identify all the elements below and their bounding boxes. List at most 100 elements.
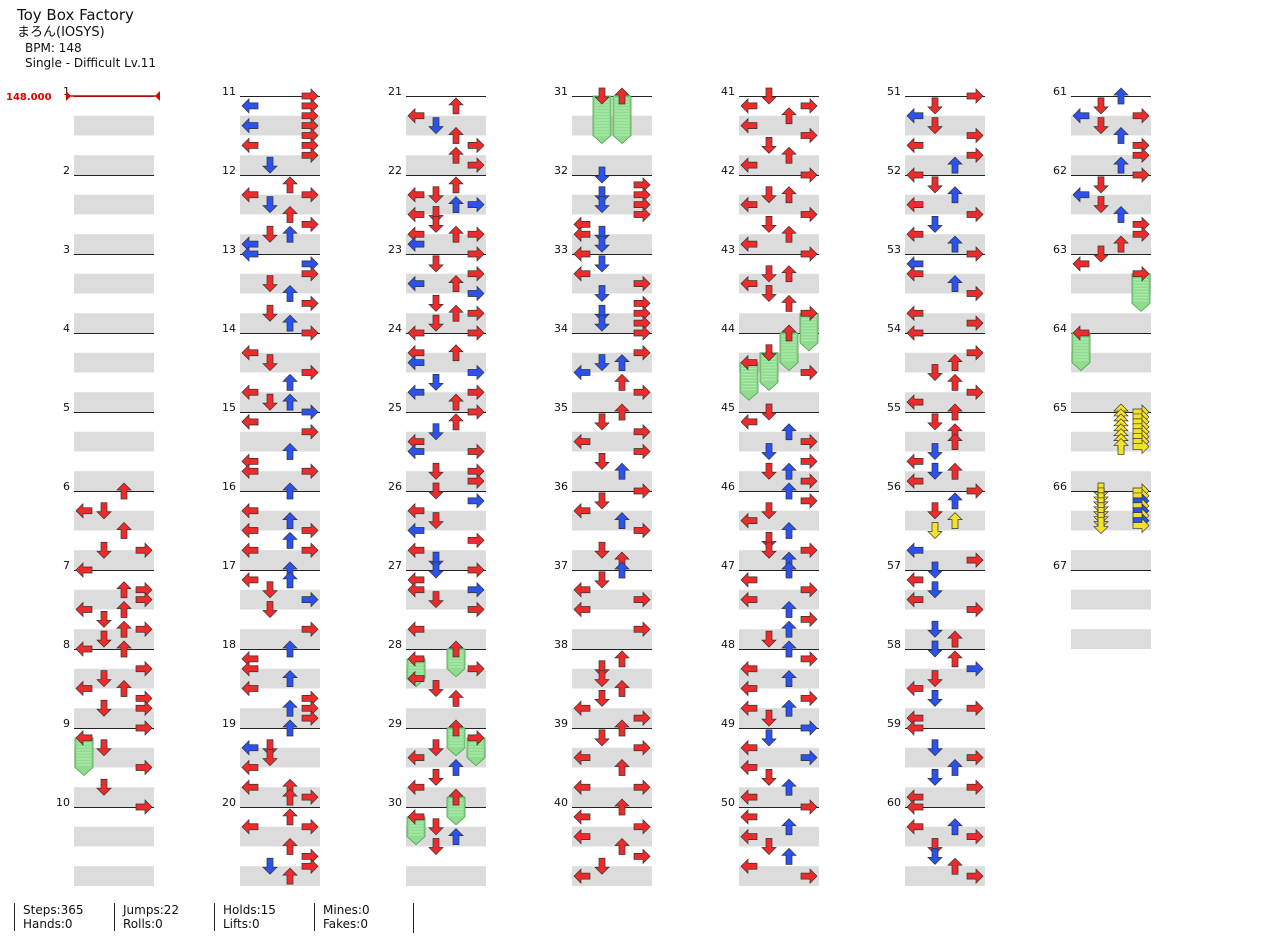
left-arrow-icon	[906, 394, 924, 410]
down-arrow-icon	[428, 295, 444, 312]
measure-number: 40	[554, 796, 568, 809]
left-arrow-icon	[573, 226, 591, 243]
down-arrow-icon	[594, 492, 610, 510]
up-arrow-icon	[781, 146, 797, 164]
up-arrow-icon	[448, 689, 464, 707]
beat-stripe	[572, 392, 652, 412]
measure-number: 54	[887, 322, 901, 335]
measure-number: 60	[887, 796, 901, 809]
beat-stripe	[572, 747, 652, 768]
up-arrow-icon	[282, 393, 298, 411]
left-arrow-icon	[740, 591, 758, 608]
right-arrow-icon	[467, 493, 485, 509]
stats-holds-lifts: Holds:15 Lifts:0	[214, 903, 303, 931]
right-arrow-icon	[633, 779, 651, 796]
down-arrow-icon	[761, 403, 777, 421]
right-arrow-icon	[800, 651, 818, 667]
right-arrow-icon	[301, 265, 319, 282]
left-arrow-icon	[407, 325, 425, 341]
up-arrow-icon	[947, 433, 963, 450]
down-arrow-icon	[96, 778, 112, 796]
right-arrow-icon	[1132, 137, 1150, 154]
right-arrow-icon	[800, 690, 818, 707]
right-arrow-icon	[800, 868, 818, 884]
measure-number: 65	[1053, 401, 1067, 414]
beat-stripe	[1071, 194, 1151, 215]
down-arrow-icon	[594, 690, 610, 707]
up-arrow-icon	[448, 275, 464, 292]
right-arrow-icon	[301, 591, 319, 608]
beat-stripe	[74, 431, 154, 452]
up-arrow-icon	[781, 423, 797, 441]
up-arrow-icon	[781, 225, 797, 243]
down-arrow-icon	[761, 502, 777, 520]
right-arrow-icon	[800, 364, 818, 381]
beat-stripe	[905, 787, 985, 807]
up-arrow-icon	[448, 788, 464, 806]
down-arrow-icon	[927, 216, 943, 233]
down-arrow-icon	[262, 225, 278, 243]
left-arrow-icon	[740, 275, 758, 292]
right-arrow-icon	[633, 818, 651, 835]
right-arrow-icon	[301, 364, 319, 381]
beat-stripe	[240, 313, 320, 333]
down-arrow-icon	[594, 285, 610, 302]
down-arrow-icon	[1093, 517, 1109, 535]
down-arrow-icon	[594, 729, 610, 747]
up-arrow-icon	[781, 561, 797, 579]
down-arrow-icon	[96, 541, 112, 559]
beat-stripe	[1071, 629, 1151, 649]
left-arrow-icon	[407, 670, 425, 687]
up-arrow-icon	[781, 265, 797, 283]
left-arrow-icon	[1072, 186, 1090, 203]
right-arrow-icon	[633, 443, 651, 460]
down-arrow-icon	[761, 344, 777, 362]
beat-stripe	[739, 629, 819, 649]
down-arrow-icon	[594, 196, 610, 214]
down-arrow-icon	[96, 630, 112, 648]
right-arrow-icon	[966, 779, 984, 796]
beat-stripe	[74, 352, 154, 373]
right-arrow-icon	[633, 423, 651, 440]
right-arrow-icon	[800, 581, 818, 598]
stat-jumps: Jumps:22	[123, 903, 180, 917]
beat-stripe	[905, 629, 985, 649]
right-arrow-icon	[301, 848, 319, 865]
right-arrow-icon	[467, 404, 485, 420]
down-arrow-icon	[594, 87, 610, 105]
left-arrow-icon	[1072, 325, 1090, 341]
beat-stripe	[74, 313, 154, 333]
beat-stripe	[739, 273, 819, 294]
beat-stripe	[1071, 510, 1151, 531]
left-arrow-icon	[241, 522, 259, 539]
beat-stripe	[739, 115, 819, 136]
beat-stripe	[739, 352, 819, 373]
beat-stripe	[406, 708, 486, 728]
measure-number: 52	[887, 164, 901, 177]
right-arrow-icon	[633, 522, 651, 539]
beat-stripe	[905, 392, 985, 412]
right-arrow-icon	[467, 364, 485, 381]
down-arrow-icon	[262, 857, 278, 875]
stat-hands: Hands:0	[23, 917, 73, 931]
down-arrow-icon	[927, 462, 943, 480]
left-arrow-icon	[573, 364, 591, 381]
right-arrow-icon	[301, 98, 319, 114]
left-arrow-icon	[407, 107, 425, 124]
down-arrow-icon	[1093, 176, 1109, 194]
up-arrow-icon	[781, 670, 797, 687]
beat-stripe	[739, 589, 819, 610]
left-arrow-icon	[407, 443, 425, 460]
down-arrow-icon	[428, 838, 444, 855]
right-arrow-icon	[1132, 107, 1150, 124]
up-arrow-icon	[781, 522, 797, 539]
beat-stripe	[74, 234, 154, 254]
beat-stripe	[905, 313, 985, 333]
left-arrow-icon	[906, 196, 924, 213]
down-arrow-icon	[594, 314, 610, 332]
right-arrow-icon	[800, 206, 818, 223]
song-artist: まろん(IOSYS)	[17, 25, 105, 40]
left-arrow-icon	[740, 809, 758, 825]
left-arrow-icon	[906, 265, 924, 282]
right-arrow-icon	[633, 325, 651, 341]
